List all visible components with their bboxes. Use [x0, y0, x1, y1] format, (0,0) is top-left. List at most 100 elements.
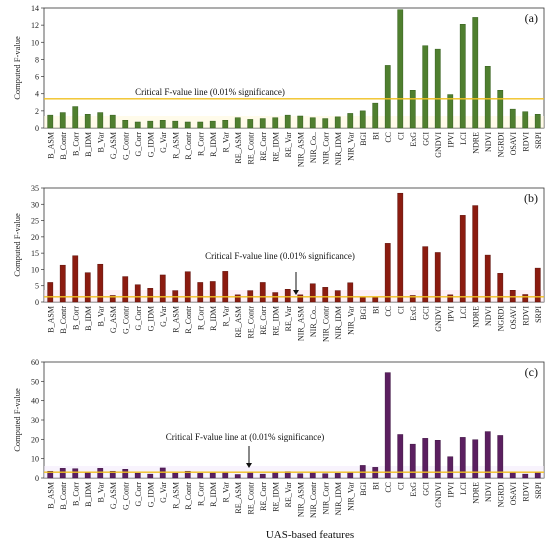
x-tick-label: R_Corr — [196, 306, 205, 330]
x-tick-label: B_Corr — [71, 482, 80, 506]
bar-gndvi — [434, 48, 441, 129]
bar-b-asm — [47, 282, 54, 303]
bar-bi — [372, 102, 379, 129]
bar-r-corr — [197, 282, 204, 303]
x-tick-label: G_IDM — [146, 482, 155, 507]
plot-frame — [43, 187, 545, 303]
x-tick-label: G_Contr — [121, 482, 130, 510]
x-tick-label: B_IDM — [84, 306, 93, 331]
x-tick-label: GNDVI — [434, 132, 443, 158]
x-tick-label: NIR_IDM — [334, 132, 343, 165]
x-tick-label: NIR_ASM — [296, 132, 305, 167]
x-tick-label: G_Contr — [121, 132, 130, 160]
x-tick-label: R_Contr — [184, 306, 193, 334]
x-tick-label: NGRDI — [496, 482, 505, 508]
bar-ndvi — [484, 431, 491, 479]
x-tick-label: OSAVI — [509, 306, 518, 330]
y-axis-label: Computed F-value — [12, 36, 22, 100]
bar-g-contr — [122, 276, 129, 303]
x-tick-label: CC — [384, 482, 393, 493]
x-tick-label: G_ASM — [109, 132, 118, 159]
bar-gci — [422, 246, 429, 303]
x-tick-label: R_ASM — [171, 132, 180, 159]
y-tick-label: 50 — [31, 377, 39, 386]
x-tick-label: RE_Var — [284, 482, 293, 508]
bar-r-var — [222, 120, 229, 129]
x-tick-label: B_Contr — [59, 306, 68, 334]
bar-g-var — [159, 467, 166, 479]
bar-re-idm — [272, 472, 279, 479]
x-tick-label: RE_Contr — [246, 132, 255, 165]
bar-rdvi — [522, 294, 529, 303]
bar-r-idm — [209, 472, 216, 479]
x-tick-label: RDVI — [521, 306, 530, 326]
bar-gndvi — [434, 440, 441, 479]
y-tick-label: 10 — [31, 455, 39, 464]
y-axis-label: Computed F-value — [12, 213, 22, 277]
y-tick-label: 14 — [31, 4, 39, 13]
x-tick-label: B_ASM — [46, 306, 55, 333]
x-tick-label: G_IDM — [146, 132, 155, 157]
x-tick-label: NIR_Co.. — [309, 306, 318, 337]
bar-b-contr — [59, 468, 66, 479]
x-tick-label: BI — [371, 132, 380, 140]
bar-gndvi — [434, 252, 441, 303]
x-axis-label: UAS-based features — [266, 529, 354, 541]
bar-r-asm — [172, 120, 179, 129]
bar-gci — [422, 438, 429, 479]
x-tick-label: R_Corr — [196, 132, 205, 156]
x-tick-label: NIR_Var — [346, 482, 355, 511]
bar-exg — [409, 90, 416, 129]
y-tick-label: 20 — [31, 233, 39, 242]
x-tick-label: CI — [396, 306, 405, 314]
bar-re-contr — [247, 119, 254, 129]
bar-g-asm — [109, 295, 116, 303]
x-tick-label: CC — [384, 306, 393, 317]
bar-re-corr — [259, 282, 266, 303]
x-tick-label: IPVI — [446, 482, 455, 498]
x-tick-label: B_ASM — [46, 482, 55, 509]
x-tick-label: RE_ASM — [234, 132, 243, 164]
bar-g-corr — [134, 472, 141, 479]
bar-lci — [459, 215, 466, 303]
bar-g-contr — [122, 120, 129, 129]
bar-ndvi — [484, 254, 491, 303]
bar-g-idm — [147, 288, 154, 303]
y-tick-label: 8 — [35, 55, 39, 64]
bar-r-idm — [209, 120, 216, 129]
bar-nir-contr — [309, 471, 316, 479]
bar-ngrdi — [497, 90, 504, 129]
y-tick-label: 30 — [31, 416, 39, 425]
bar-ngrdi — [497, 435, 504, 479]
x-tick-label: RE_Corr — [259, 306, 268, 335]
x-tick-label: IPVI — [446, 132, 455, 148]
bar-ndre — [472, 205, 479, 303]
bar-exg — [409, 295, 416, 303]
x-tick-label: G_ASM — [109, 482, 118, 509]
x-tick-label: R_Var — [221, 482, 230, 503]
x-tick-label: B_Var — [96, 482, 105, 503]
x-tick-label: R_IDM — [209, 482, 218, 507]
x-tick-label: GCI — [421, 132, 430, 146]
y-tick-label: 4 — [35, 90, 39, 99]
bar-r-contr — [184, 121, 191, 129]
bar-nir-co- — [309, 117, 316, 129]
y-tick-label: 20 — [31, 435, 39, 444]
x-tick-label: R_IDM — [209, 132, 218, 157]
y-tick-label: 10 — [31, 38, 39, 47]
arrow-head-icon — [293, 290, 299, 295]
bar-exg — [409, 443, 416, 479]
x-tick-label: R_Contr — [184, 132, 193, 160]
x-tick-label: NIR_Corr — [321, 132, 330, 165]
bar-ndre — [472, 439, 479, 479]
x-tick-label: CI — [396, 132, 405, 140]
bar-osavi — [509, 471, 516, 479]
x-tick-label: R_Contr — [184, 482, 193, 510]
bar-nir-asm — [297, 473, 304, 479]
critical-line-annotation: Critical F-value line (0.01% significanc… — [205, 251, 355, 261]
x-tick-label: SRPI — [534, 482, 543, 499]
y-tick-label: 15 — [31, 249, 39, 258]
bar-r-corr — [197, 121, 204, 129]
bar-ngrdi — [497, 273, 504, 303]
x-tick-label: GCI — [421, 306, 430, 320]
